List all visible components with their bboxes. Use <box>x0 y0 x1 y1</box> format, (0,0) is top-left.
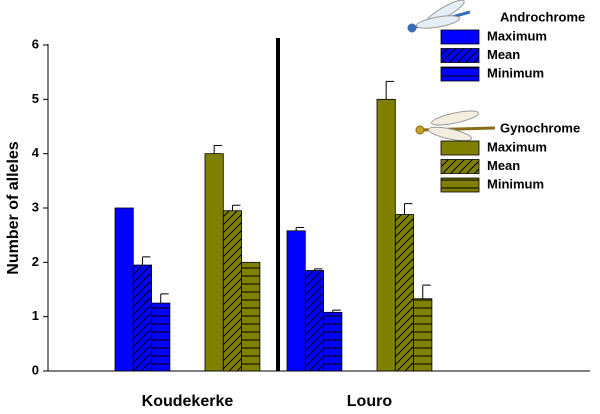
error-bar <box>295 227 305 231</box>
dragonfly-yellow <box>415 110 496 142</box>
bar <box>222 210 243 372</box>
legend-swatch <box>440 48 480 63</box>
error-bar <box>160 293 169 304</box>
legend-swatch <box>440 177 480 193</box>
error-bar <box>422 284 431 299</box>
legend-swatch <box>440 29 480 45</box>
legend-swatch <box>440 140 480 156</box>
legend-label: Maximum <box>487 28 547 43</box>
error-bar <box>213 145 223 154</box>
x-tick-label: Koudekerke <box>142 393 234 410</box>
bar <box>304 270 324 372</box>
bar <box>286 230 306 372</box>
bar <box>323 311 343 372</box>
y-tick-label: 2 <box>32 254 39 269</box>
bar <box>376 98 396 372</box>
error-bar <box>231 204 241 211</box>
legend-label: Minimum <box>487 176 544 191</box>
legend-label: Mean <box>487 158 520 173</box>
bar <box>413 298 433 372</box>
legend-label: Mean <box>487 47 520 62</box>
error-bar <box>141 256 151 266</box>
legend-label: Minimum <box>487 65 544 80</box>
y-tick-label: 6 <box>32 36 39 51</box>
dragonfly-blue <box>407 0 471 33</box>
y-tick-label: 5 <box>32 91 39 106</box>
bar <box>151 302 171 372</box>
error-bar <box>332 309 341 313</box>
bar <box>204 153 224 372</box>
legend-title: Androchrome <box>500 9 585 24</box>
legend-swatch <box>440 66 480 82</box>
legend-title: Gynochrome <box>500 120 580 135</box>
error-bar <box>313 268 323 271</box>
error-bar <box>385 80 395 100</box>
y-tick-label: 3 <box>32 199 39 214</box>
legend-label: Maximum <box>487 139 547 154</box>
x-tick-label: Louro <box>347 393 393 410</box>
y-tick-label: 4 <box>32 145 40 160</box>
bar <box>394 214 414 372</box>
legend-swatch <box>440 159 480 174</box>
y-axis-label: Number of alleles <box>5 141 22 274</box>
y-tick-label: 1 <box>32 308 39 323</box>
y-tick-label: 0 <box>32 362 39 377</box>
error-bar <box>403 203 413 215</box>
bar <box>114 207 134 372</box>
bar <box>132 264 153 372</box>
bar <box>241 261 261 372</box>
